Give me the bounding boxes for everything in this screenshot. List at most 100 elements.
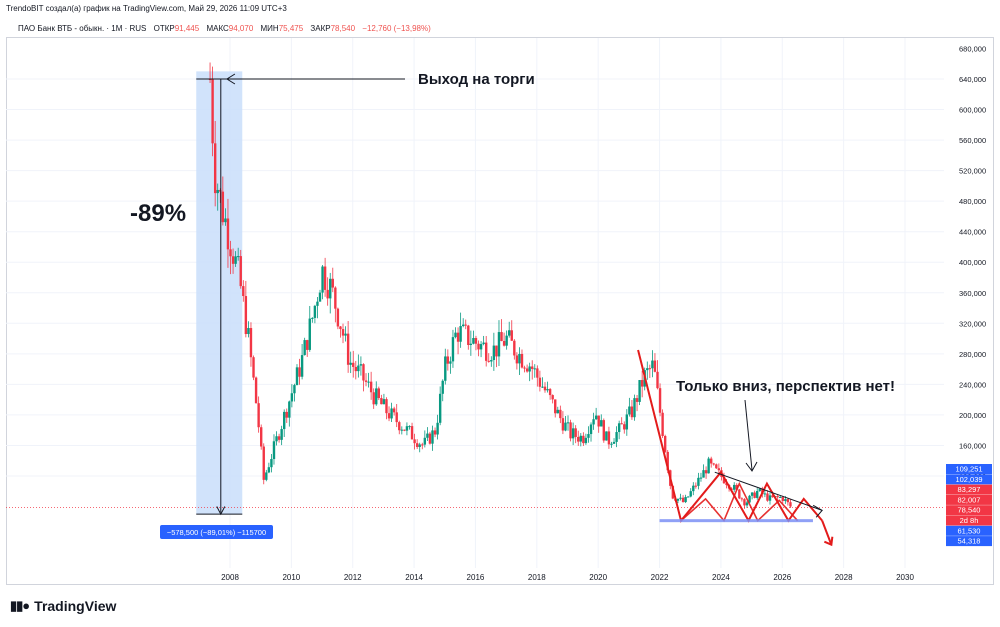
- candle-body: [375, 388, 378, 405]
- candle-body: [584, 437, 588, 444]
- price-tick-label: 560,000: [959, 136, 986, 145]
- candle-body: [600, 420, 603, 427]
- candle-body: [288, 401, 291, 418]
- candle-body: [277, 436, 281, 440]
- candle-body: [577, 436, 580, 442]
- candle-body: [316, 301, 319, 306]
- low-label: МИН: [260, 24, 279, 33]
- candle-body: [528, 366, 531, 372]
- candle-body: [505, 335, 508, 346]
- candle-body: [410, 426, 414, 440]
- zigzag-trend-line: [637, 349, 823, 523]
- candle-body: [620, 423, 623, 425]
- candle-body: [390, 408, 393, 419]
- candle-body: [561, 418, 565, 431]
- candle-body: [623, 424, 626, 430]
- candle-body: [213, 143, 217, 194]
- projection-arrow-line: [821, 520, 833, 546]
- candle-body: [265, 472, 268, 480]
- close-value: 78,540: [330, 24, 356, 33]
- candle-body: [449, 361, 452, 364]
- candle-body: [477, 343, 480, 350]
- candle-body: [597, 415, 600, 427]
- candle-body: [231, 256, 235, 264]
- candle-body: [753, 492, 756, 498]
- ipo-arrow-icon: [225, 73, 236, 85]
- candle-body: [428, 433, 432, 444]
- candle-body: [247, 328, 250, 335]
- price-badge-label: 102,039: [955, 475, 982, 484]
- candle-body: [423, 437, 427, 445]
- candle-body: [283, 411, 286, 430]
- candle-body: [536, 368, 539, 378]
- candle-body: [298, 367, 301, 377]
- price-badge: [946, 484, 992, 495]
- price-tick-label: 360,000: [959, 289, 986, 298]
- candle-body: [290, 393, 294, 402]
- candle-body: [369, 381, 373, 393]
- close-label: ЗАКР: [310, 24, 331, 33]
- candle-body: [651, 360, 654, 369]
- candle-body: [224, 218, 227, 223]
- candle-body: [704, 470, 708, 474]
- candle-body: [694, 485, 698, 487]
- candle-body: [469, 343, 473, 346]
- candle-body: [459, 326, 462, 342]
- candle-body: [500, 332, 503, 341]
- candle-body: [234, 256, 237, 264]
- candle-body: [525, 368, 529, 372]
- candle-body: [400, 429, 404, 431]
- candle-body: [510, 330, 513, 341]
- candle-body: [487, 360, 490, 362]
- candle-body: [433, 430, 437, 435]
- price-tick-label: 400,000: [959, 258, 986, 267]
- candle-body: [582, 435, 585, 444]
- candle-body: [546, 389, 549, 391]
- candle-body: [592, 419, 595, 425]
- candle-body: [377, 388, 381, 399]
- time-tick-label: 2016: [467, 573, 485, 582]
- symbol-label[interactable]: ПАО Банк ВТБ - обыкн. · 1M · RUS: [18, 24, 147, 33]
- candle-body: [786, 499, 790, 503]
- candle-body: [249, 328, 253, 358]
- measure-range-box[interactable]: [196, 71, 243, 515]
- brand-name: TradingView: [34, 598, 117, 614]
- time-tick-label: 2024: [712, 573, 730, 582]
- price-tick-label: 600,000: [959, 106, 986, 115]
- tradingview-brand[interactable]: ▮▮● TradingView: [10, 598, 116, 614]
- candle-body: [295, 367, 299, 386]
- candle-body: [612, 441, 616, 444]
- price-badge: [946, 525, 992, 536]
- candle-body: [313, 305, 317, 318]
- candle-body: [763, 493, 767, 495]
- candle-body: [262, 446, 265, 480]
- candle-body: [413, 439, 416, 444]
- low-value: 75,475: [278, 24, 304, 33]
- candle-body: [543, 386, 547, 391]
- candle-body: [285, 411, 288, 418]
- price-badge: [946, 536, 992, 547]
- candle-body: [541, 386, 544, 388]
- price-badge-label: 83,297: [958, 485, 981, 494]
- candle-body: [587, 434, 590, 438]
- candle-body: [229, 249, 232, 257]
- projection-arrow-icon: [823, 536, 834, 547]
- price-badge: [946, 494, 992, 505]
- price-tick-label: 680,000: [959, 44, 986, 53]
- candle-body: [658, 388, 662, 413]
- time-tick-label: 2014: [405, 573, 423, 582]
- candle-body: [551, 395, 554, 400]
- candle-body: [781, 497, 784, 501]
- price-badge: [946, 474, 992, 485]
- ipo-annotation: Выход на торги: [418, 71, 535, 88]
- candle-body: [743, 499, 746, 506]
- candle-body: [252, 357, 255, 378]
- candle-body: [750, 492, 754, 496]
- candle-body: [334, 287, 337, 309]
- candle-body: [640, 380, 644, 387]
- candle-body: [321, 266, 324, 293]
- candle-body: [692, 485, 695, 492]
- drop-annotation: -89%: [130, 200, 186, 227]
- candle-body: [380, 398, 383, 405]
